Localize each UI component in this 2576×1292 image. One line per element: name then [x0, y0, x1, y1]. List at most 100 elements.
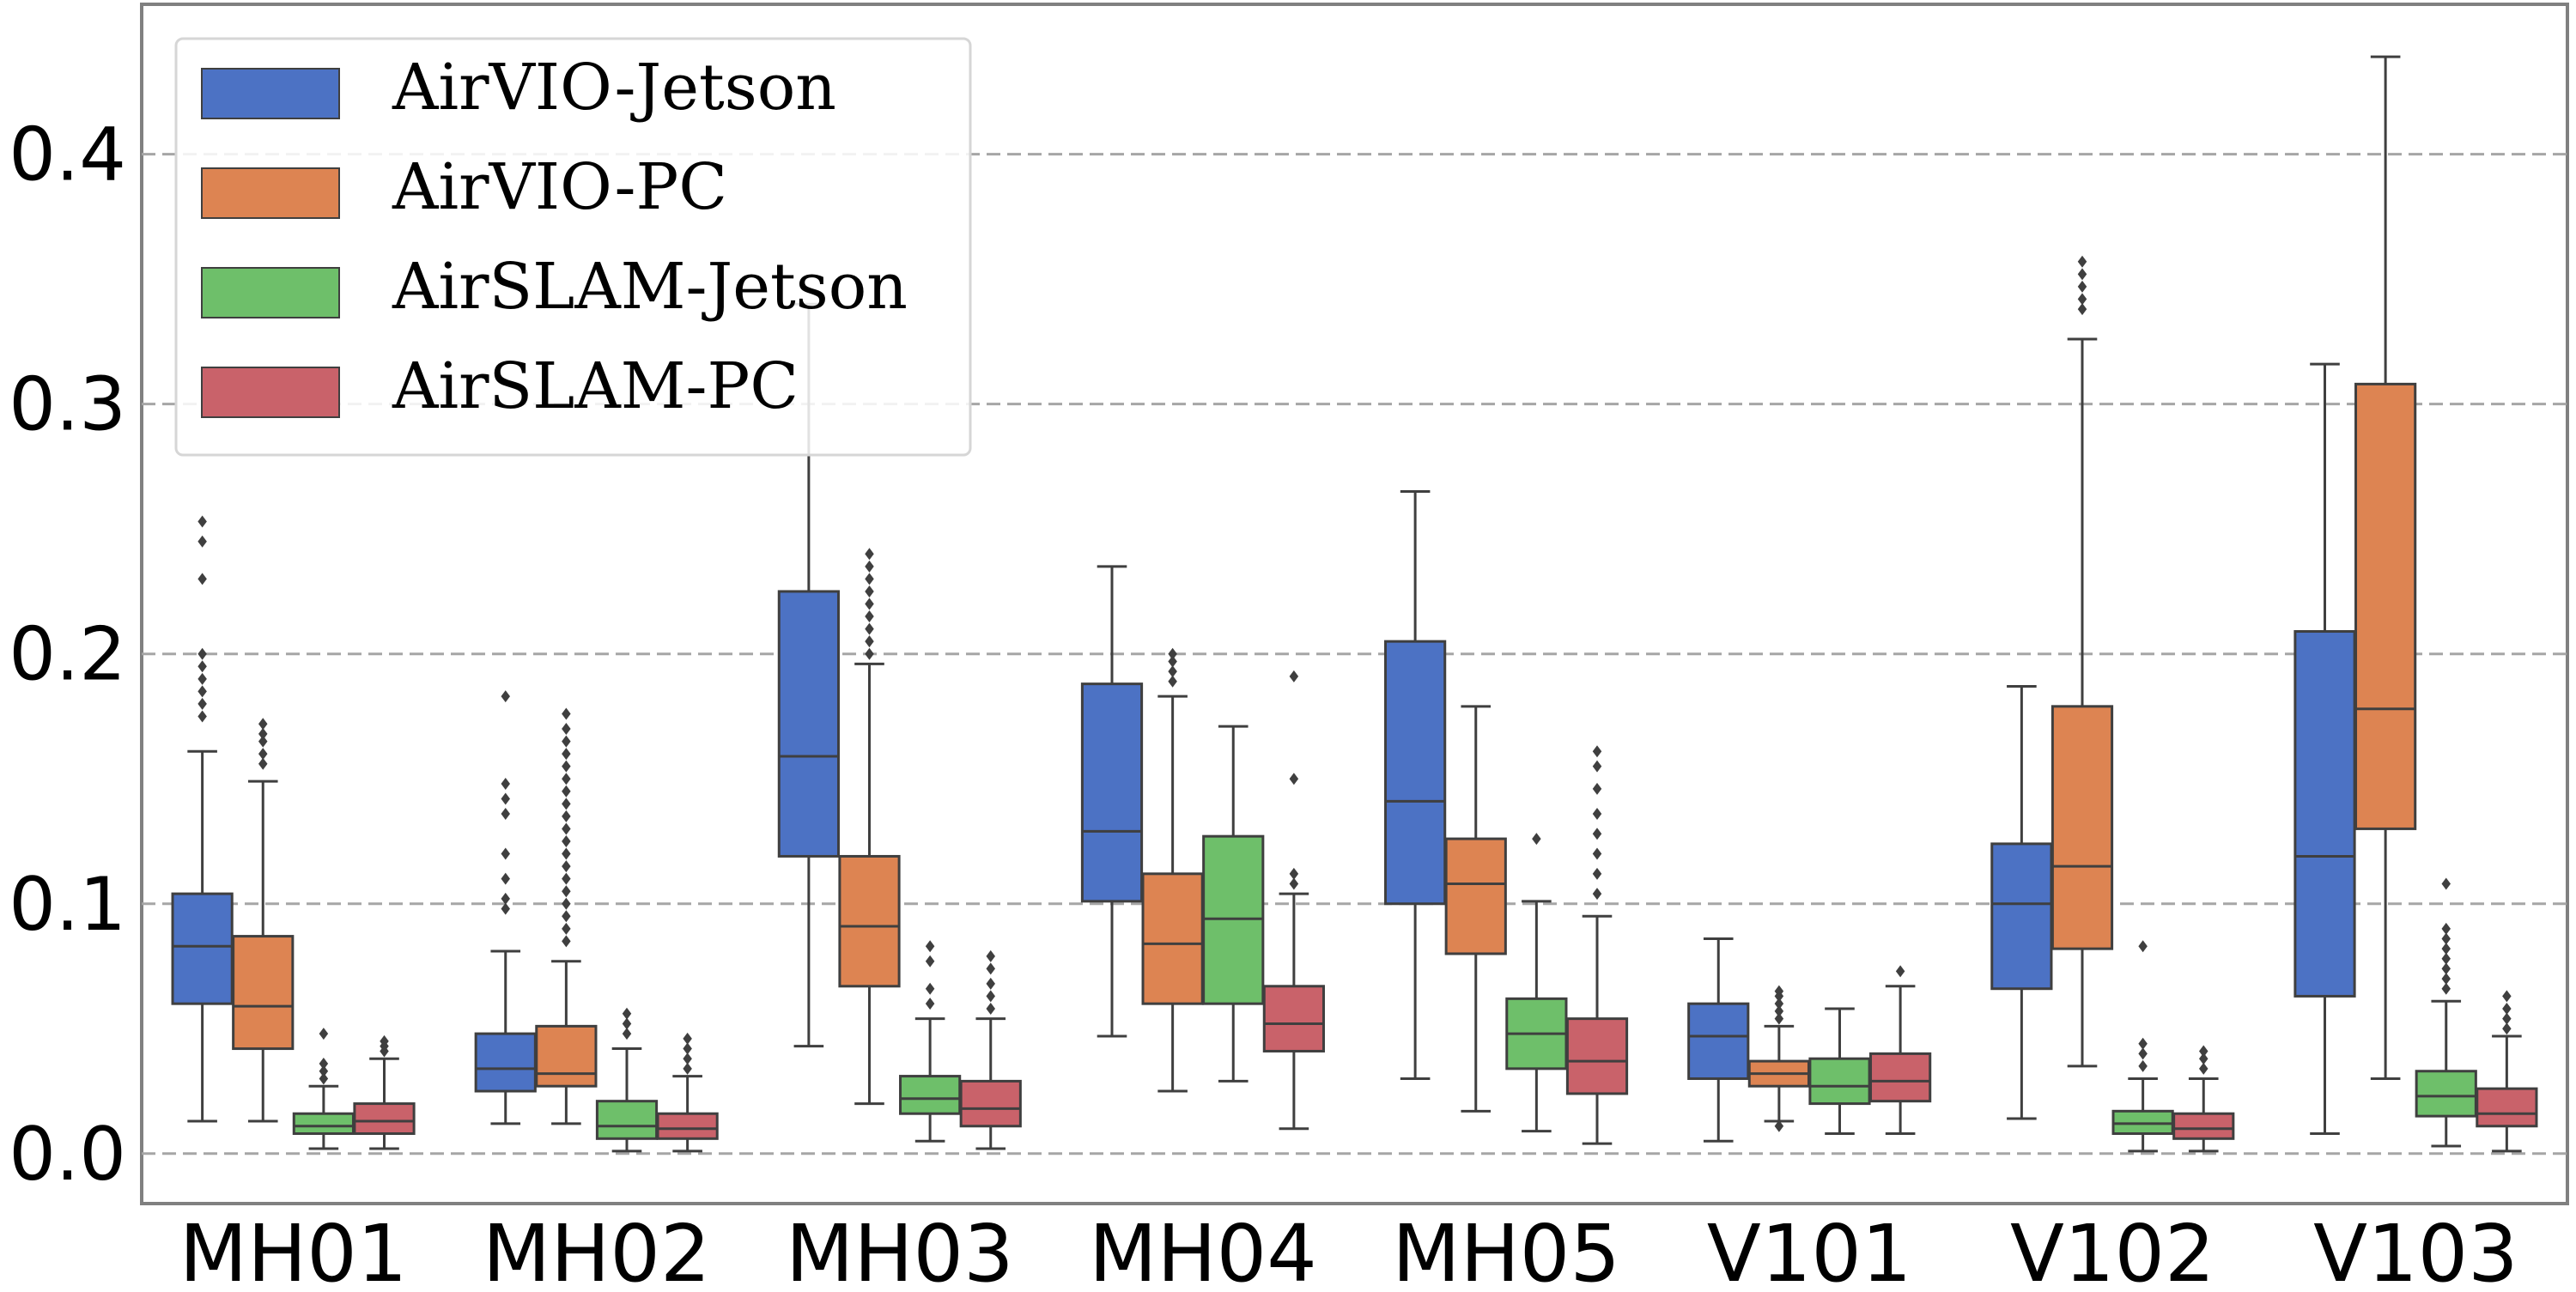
- flier-point: [683, 1062, 692, 1075]
- flier-point: [2441, 973, 2451, 986]
- flier-point: [319, 1028, 329, 1040]
- flier-point: [1168, 665, 1177, 678]
- flier-point: [501, 847, 510, 860]
- box-airslam-pc: [1262, 985, 1325, 1052]
- flier-point: [258, 757, 268, 770]
- flier-point: [865, 597, 874, 610]
- flier-point: [562, 822, 571, 835]
- flier-point: [865, 560, 874, 573]
- flier-point: [1592, 760, 1602, 773]
- flier-point: [1532, 833, 1541, 846]
- x-tick-label: V101: [1707, 1208, 1912, 1288]
- flier-point: [2138, 1047, 2148, 1060]
- flier-point: [2441, 952, 2451, 965]
- flier-point: [562, 910, 571, 923]
- flier-point: [865, 548, 874, 561]
- box-airslam-pc: [353, 1102, 416, 1136]
- flier-point: [2077, 293, 2087, 306]
- flier-point: [197, 660, 207, 673]
- box-airvio-jetson: [474, 1032, 537, 1093]
- flier-point: [562, 810, 571, 822]
- box-airslam-pc: [2476, 1087, 2538, 1128]
- flier-point: [501, 892, 510, 905]
- flier-point: [683, 1042, 692, 1055]
- flier-point: [197, 515, 207, 528]
- flier-point: [986, 1002, 995, 1015]
- flier-point: [197, 535, 207, 548]
- flier-point: [197, 685, 207, 698]
- flier-point: [501, 902, 510, 915]
- flier-point: [2138, 1059, 2148, 1072]
- box-airvio-pc: [838, 854, 901, 988]
- legend-label: AirVIO-PC: [392, 150, 727, 224]
- flier-point: [1774, 1012, 1784, 1025]
- flier-point: [2441, 943, 2451, 955]
- legend-label: AirVIO-Jetson: [392, 51, 836, 124]
- box-airvio-jetson: [1687, 1002, 1750, 1080]
- box-airvio-jetson: [1990, 842, 2053, 991]
- x-tick-label: MH04: [1089, 1208, 1317, 1288]
- flier-point: [258, 748, 268, 761]
- flier-point: [925, 955, 935, 967]
- flier-point: [1168, 655, 1177, 668]
- box-airslam-jetson: [2415, 1070, 2477, 1118]
- flier-point: [1774, 1004, 1784, 1017]
- flier-point: [925, 998, 935, 1010]
- x-tick-label: MH05: [1392, 1208, 1620, 1288]
- box-airvio-pc: [1141, 872, 1204, 1005]
- flier-point: [622, 1007, 632, 1020]
- flier-point: [258, 735, 268, 748]
- flier-point: [2441, 962, 2451, 975]
- flier-point: [986, 962, 995, 975]
- flier-point: [2441, 922, 2451, 935]
- box-airslam-jetson: [899, 1075, 962, 1115]
- flier-point: [1895, 965, 1905, 978]
- flier-point: [2441, 877, 2451, 890]
- flier-point: [319, 1065, 329, 1077]
- flier-point: [562, 707, 571, 720]
- flier-point: [562, 798, 571, 810]
- flier-point: [1289, 867, 1299, 880]
- legend-swatch: [201, 367, 340, 418]
- box-airslam-pc: [2172, 1112, 2235, 1140]
- flier-point: [683, 1052, 692, 1065]
- flier-point: [1774, 1119, 1784, 1132]
- y-tick-label: 0.1: [9, 862, 126, 948]
- flier-point: [562, 773, 571, 786]
- flier-point: [865, 622, 874, 635]
- flier-point: [986, 949, 995, 962]
- flier-point: [562, 735, 571, 748]
- flier-point: [501, 690, 510, 703]
- flier-point: [258, 718, 268, 731]
- flier-point: [1592, 807, 1602, 820]
- flier-point: [986, 977, 995, 990]
- box-airvio-jetson: [1384, 640, 1447, 906]
- flier-point: [683, 1032, 692, 1045]
- flier-point: [2502, 1022, 2512, 1035]
- box-airvio-jetson: [171, 892, 234, 1005]
- flier-point: [865, 647, 874, 660]
- flier-point: [197, 710, 207, 723]
- flier-point: [986, 990, 995, 1003]
- flier-point: [1592, 888, 1602, 901]
- flier-point: [562, 922, 571, 935]
- box-airvio-pc: [2050, 705, 2114, 950]
- flier-point: [1289, 670, 1299, 682]
- flier-point: [1592, 828, 1602, 840]
- flier-point: [2138, 940, 2148, 953]
- flier-point: [1592, 782, 1602, 795]
- y-tick-label: 0.4: [9, 112, 126, 198]
- box-airvio-pc: [232, 935, 295, 1051]
- x-tick-label: MH02: [483, 1208, 711, 1288]
- flier-point: [197, 672, 207, 685]
- x-tick-label: MH03: [786, 1208, 1014, 1288]
- flier-point: [562, 834, 571, 847]
- flier-point: [562, 872, 571, 885]
- box-airslam-pc: [1565, 1017, 1629, 1095]
- flier-point: [865, 635, 874, 648]
- flier-point: [1592, 867, 1602, 880]
- flier-point: [2077, 255, 2087, 268]
- flier-point: [1289, 877, 1299, 890]
- flier-point: [197, 573, 207, 585]
